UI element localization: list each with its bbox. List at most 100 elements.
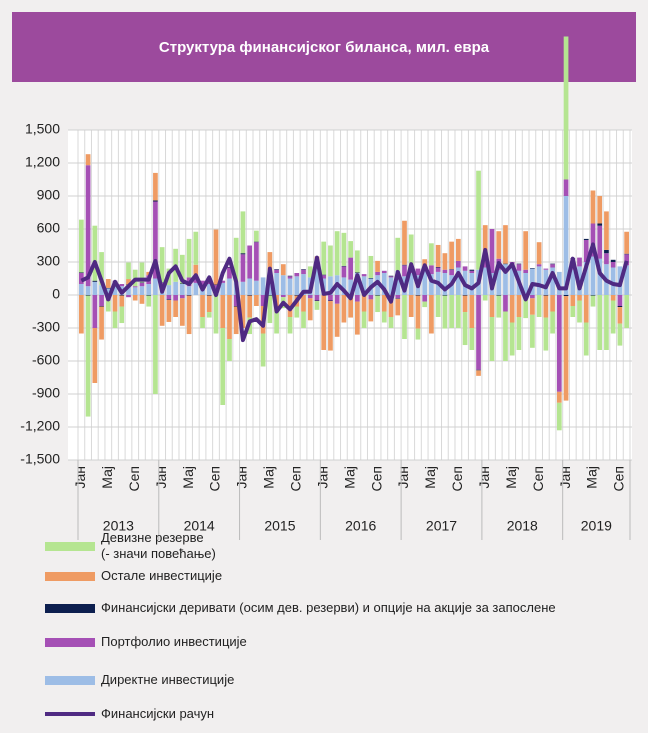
bar — [455, 238, 461, 261]
year-label: 2018 — [507, 518, 538, 534]
bar — [233, 295, 239, 306]
bar — [341, 295, 347, 323]
bar — [153, 200, 158, 202]
bar — [543, 268, 549, 270]
bar — [153, 278, 158, 295]
bar — [583, 262, 589, 295]
bar — [146, 295, 152, 307]
bar — [368, 299, 374, 322]
bar — [469, 270, 475, 273]
bar — [254, 241, 259, 243]
bar — [624, 253, 629, 255]
bar — [503, 263, 508, 265]
bar — [449, 295, 454, 328]
bar — [220, 282, 226, 295]
bar — [200, 280, 205, 286]
bar — [99, 285, 104, 295]
bar — [375, 295, 380, 296]
bar — [583, 238, 589, 240]
bar — [274, 311, 279, 334]
bar — [213, 229, 219, 285]
bar — [254, 230, 259, 242]
legend-swatch — [45, 571, 95, 581]
legend-label: Остале инвестиције — [101, 568, 223, 583]
bar — [105, 287, 111, 289]
bar — [153, 172, 158, 201]
bar — [166, 299, 172, 300]
bar — [503, 295, 508, 312]
legend-item: Директне инвестиције — [45, 672, 234, 688]
bar — [476, 369, 481, 371]
bar — [530, 268, 535, 295]
bar — [119, 295, 125, 307]
bar — [536, 242, 542, 265]
bar — [99, 252, 104, 286]
x-tick-label: Сеп — [449, 466, 465, 491]
bar — [139, 282, 145, 283]
bar — [240, 211, 246, 254]
bar — [254, 242, 259, 281]
bar — [112, 311, 118, 328]
bar — [550, 263, 555, 265]
y-tick-label: -900 — [32, 385, 60, 401]
bar — [132, 287, 138, 295]
bar — [159, 247, 165, 283]
bar — [301, 269, 306, 270]
bar — [341, 265, 347, 267]
bar — [321, 275, 327, 279]
bar — [617, 307, 623, 324]
bar — [536, 266, 542, 295]
bar — [496, 295, 502, 296]
bar — [563, 36, 569, 180]
bar — [355, 301, 360, 335]
x-tick-label: Мај — [341, 466, 357, 489]
bar — [550, 264, 555, 268]
legend-item: Финансијски деривати (осим дев. резерви)… — [45, 600, 556, 616]
year-label: 2017 — [426, 518, 457, 534]
bar — [624, 254, 629, 266]
bar — [99, 306, 104, 340]
bar — [435, 244, 441, 267]
bar — [402, 295, 407, 339]
bar — [307, 266, 313, 278]
bar — [126, 295, 131, 298]
bar — [139, 282, 145, 287]
bar — [597, 295, 603, 350]
bar — [105, 288, 111, 295]
bar — [442, 295, 448, 329]
bar — [442, 253, 448, 270]
bar — [516, 263, 522, 265]
bar — [267, 279, 273, 295]
bar — [79, 284, 84, 295]
bar — [550, 267, 555, 295]
line — [80, 242, 629, 343]
bar — [193, 264, 199, 276]
bar — [193, 231, 199, 265]
bar — [422, 295, 428, 302]
bar — [604, 253, 609, 265]
bar — [408, 234, 414, 268]
bar — [361, 274, 367, 277]
bar — [132, 295, 138, 301]
bar — [206, 312, 212, 318]
bar — [563, 196, 569, 295]
bar — [240, 281, 246, 295]
bar — [220, 295, 226, 328]
bar — [509, 266, 515, 295]
bar — [314, 300, 320, 302]
y-tick-label: -600 — [32, 352, 60, 368]
bar — [462, 295, 468, 313]
bar — [530, 295, 535, 299]
bar — [604, 295, 609, 350]
bar — [449, 269, 454, 270]
bar — [348, 295, 353, 318]
y-tick-label: -1,500 — [20, 451, 60, 467]
bar — [617, 295, 623, 306]
bar — [476, 170, 481, 270]
bar — [227, 267, 232, 279]
bar — [206, 295, 212, 296]
bar — [597, 225, 603, 259]
bar — [206, 295, 212, 313]
bar — [287, 317, 293, 334]
bar — [301, 311, 306, 328]
